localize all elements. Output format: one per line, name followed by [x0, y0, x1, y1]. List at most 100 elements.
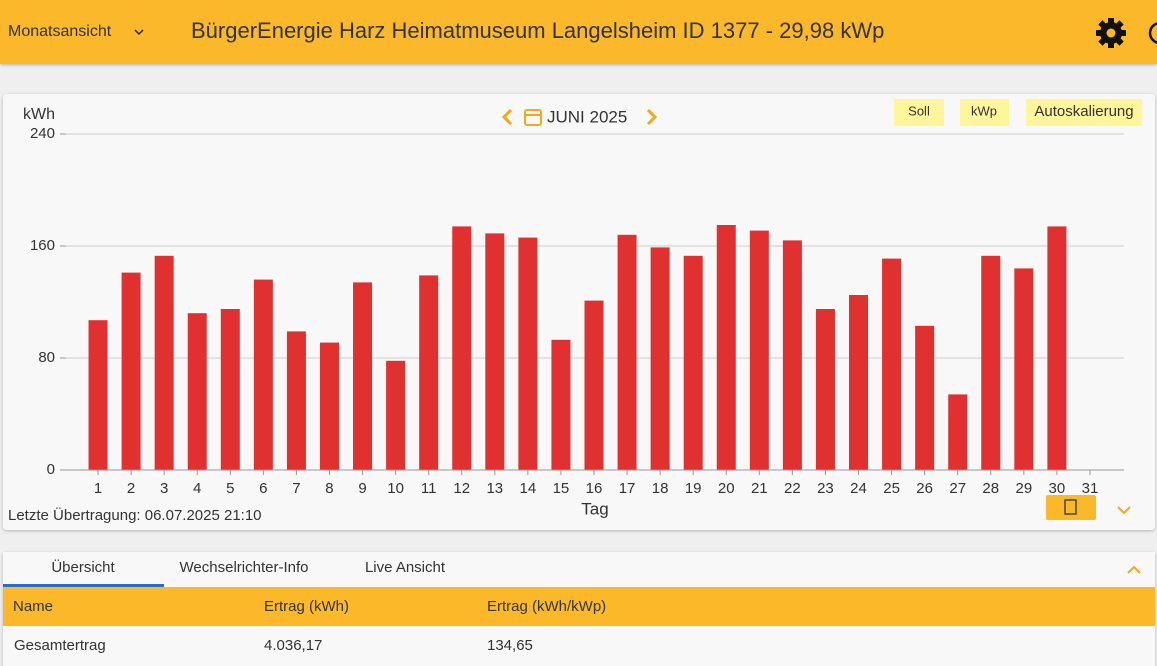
tab[interactable]: Übersicht: [51, 558, 115, 576]
bar: [121, 272, 141, 470]
bar: [518, 237, 538, 470]
bar: [286, 331, 306, 470]
x-tick-label: 7: [292, 480, 300, 497]
tab[interactable]: Wechselrichter-Info: [180, 559, 309, 576]
next-month[interactable]: [646, 108, 658, 126]
x-tick-label: 23: [817, 480, 834, 497]
y-tick-label: 0: [47, 461, 55, 478]
bar: [882, 258, 902, 470]
bar: [749, 230, 769, 470]
header-bar: [0, 0, 1157, 64]
bar: [584, 300, 604, 470]
x-tick-label: 28: [982, 480, 999, 497]
table-header: [3, 587, 1155, 626]
bar: [88, 320, 108, 470]
bar: [386, 360, 406, 470]
x-tick-label: 8: [325, 480, 333, 497]
bar: [353, 282, 373, 470]
x-tick-label: 10: [387, 480, 404, 497]
collapse-chevron[interactable]: [1127, 565, 1141, 574]
x-tick-label: 12: [453, 480, 470, 497]
x-tick-label: 22: [784, 480, 801, 497]
x-tick-label: 24: [850, 480, 867, 497]
button[interactable]: [960, 99, 1009, 126]
bar: [1047, 226, 1067, 470]
x-tick-label: 20: [718, 480, 735, 497]
prev-month[interactable]: [501, 108, 513, 126]
page-title: BürgerEnergie Harz Heimatmuseum Langelsh…: [191, 18, 884, 43]
button[interactable]: [1026, 99, 1142, 126]
x-tick-label: 2: [127, 480, 135, 497]
x-tick-label: 6: [259, 480, 267, 497]
active-tab-indicator: [3, 584, 164, 587]
x-tick-label: 1: [94, 480, 102, 497]
button[interactable]: [894, 99, 944, 126]
bar: [154, 255, 174, 470]
bar: [716, 225, 736, 470]
button-label[interactable]: kWp: [971, 103, 997, 118]
x-tick-label: 13: [486, 480, 503, 497]
x-tick-label: 21: [751, 480, 768, 497]
bar: [815, 309, 835, 470]
bar: [187, 313, 207, 470]
bar: [849, 295, 869, 470]
x-tick-label: 14: [520, 480, 537, 497]
x-tick-label: 3: [160, 480, 168, 497]
bar: [915, 325, 935, 470]
expand-chevron[interactable]: [1117, 506, 1131, 515]
settings-icon[interactable]: [1096, 18, 1126, 48]
column-header: Ertrag (kWh): [264, 598, 349, 615]
bar: [617, 234, 637, 470]
column-header: Name: [13, 598, 53, 615]
x-tick-label: 16: [586, 480, 603, 497]
export-icon[interactable]: [1064, 499, 1077, 515]
x-tick-label: 27: [949, 480, 966, 497]
bar: [683, 255, 703, 470]
x-tick-label: 15: [553, 480, 570, 497]
calendar-icon: [524, 109, 542, 126]
view-selector[interactable]: Monatsansicht: [8, 23, 112, 40]
x-tick-label: 5: [226, 480, 234, 497]
x-tick-label: 18: [652, 480, 669, 497]
period-label: JUNI 2025: [547, 107, 627, 126]
y-axis-label: kWh: [23, 106, 55, 123]
column-header: Ertrag (kWh/kWp): [487, 598, 606, 615]
bar: [419, 275, 439, 470]
table-cell: Gesamtertrag: [14, 637, 106, 654]
x-tick-label: 29: [1015, 480, 1032, 497]
x-axis-label: Tag: [581, 499, 608, 518]
profile-icon[interactable]: [1148, 22, 1157, 44]
bar: [782, 240, 802, 470]
x-tick-label: 4: [193, 480, 201, 497]
bar: [650, 247, 670, 470]
x-tick-label: 19: [685, 480, 702, 497]
x-tick-label: 11: [421, 480, 437, 497]
bar: [253, 279, 273, 470]
x-tick-label: 17: [619, 480, 636, 497]
table-cell: 134,65: [487, 637, 533, 654]
bar: [1014, 268, 1034, 470]
y-tick-label: 160: [30, 237, 55, 254]
x-tick-label: 31: [1082, 480, 1099, 497]
x-tick-label: 25: [883, 480, 900, 497]
bar: [319, 342, 339, 470]
bar: [220, 309, 240, 470]
button-label[interactable]: Autoskalierung: [1034, 103, 1133, 120]
table-cell: 4.036,17: [264, 637, 322, 654]
export-button[interactable]: [1046, 495, 1096, 520]
dropdown-caret[interactable]: [134, 29, 144, 36]
y-tick-label: 240: [30, 125, 55, 142]
tab[interactable]: Live Ansicht: [365, 559, 446, 576]
bar: [948, 394, 968, 470]
x-tick-label: 9: [358, 480, 366, 497]
last-transfer: Letzte Übertragung: 06.07.2025 21:10: [8, 506, 262, 524]
button-label[interactable]: Soll: [908, 103, 930, 118]
bar: [452, 226, 472, 470]
x-tick-label: 26: [916, 480, 933, 497]
bar: [551, 339, 571, 470]
bar: [485, 233, 505, 470]
bar: [981, 255, 1001, 470]
